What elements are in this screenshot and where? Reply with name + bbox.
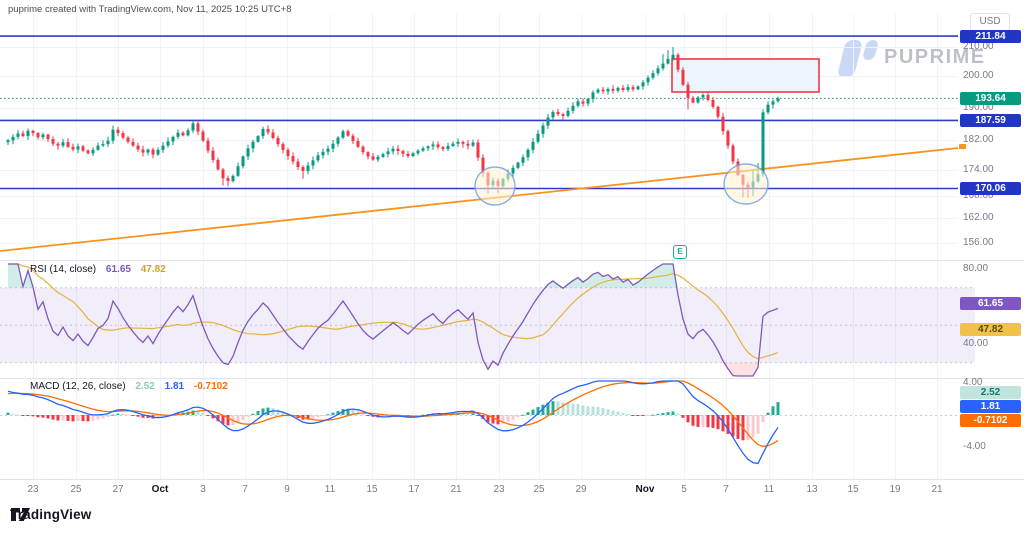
time-tick-25: 25 xyxy=(70,484,82,495)
axis-label-210.00: 210.00 xyxy=(963,41,994,52)
time-tick-15: 15 xyxy=(847,484,859,495)
axis-badge-193.64: 193.64 xyxy=(960,91,1021,105)
puprime-logo-glyph xyxy=(838,40,878,77)
time-tick-15: 15 xyxy=(366,484,378,495)
time-tick-17: 17 xyxy=(408,484,420,495)
axis-label-80.00: 80.00 xyxy=(963,263,989,274)
rsi-legend-label: RSI (14, close) xyxy=(30,264,97,275)
macd-hist-value: 2.52 xyxy=(135,381,155,392)
time-tick-23: 23 xyxy=(27,484,39,495)
axis-badge-1.81: 1.81 xyxy=(960,399,1021,413)
time-tick-5: 5 xyxy=(681,484,687,495)
axis-label-168.00: 168.00 xyxy=(963,190,994,201)
axis-label-4.00: 4.00 xyxy=(963,377,983,388)
chart-attribution: puprime created with TradingView.com, No… xyxy=(8,4,292,15)
axis-label-190.00: 190.00 xyxy=(963,102,994,113)
time-tick-23: 23 xyxy=(493,484,505,495)
axis-label-156.00: 156.00 xyxy=(963,237,994,248)
time-tick-21: 21 xyxy=(931,484,943,495)
time-tick-3: 3 xyxy=(200,484,206,495)
axis-badge-61.65: 61.65 xyxy=(960,296,1021,310)
tradingview-logo[interactable]: TradingView xyxy=(10,507,91,522)
time-tick-19: 19 xyxy=(889,484,901,495)
axis-label-174.00: 174.00 xyxy=(963,164,994,175)
axis-badge-170.06: 170.06 xyxy=(960,181,1021,195)
axis-badge-187.59: 187.59 xyxy=(960,113,1021,127)
macd-legend-label: MACD (12, 26, close) xyxy=(30,381,126,392)
time-tick-29: 29 xyxy=(575,484,587,495)
time-tick-25: 25 xyxy=(533,484,545,495)
axis-badge-2.52: 2.52 xyxy=(960,385,1021,399)
axis-label-40.00: 40.00 xyxy=(963,338,989,349)
axis-badge-211.84: 211.84 xyxy=(960,29,1021,43)
time-tick-27: 27 xyxy=(112,484,124,495)
rsi-value: 61.65 xyxy=(105,264,131,275)
time-tick-21: 21 xyxy=(450,484,462,495)
macd-legend[interactable]: MACD (12, 26, close) 2.52 1.81 -0.7102 xyxy=(30,381,228,392)
time-tick-13: 13 xyxy=(806,484,818,495)
time-tick-9: 9 xyxy=(284,484,290,495)
rsi-legend[interactable]: RSI (14, close) 61.65 47.82 xyxy=(30,264,166,275)
axis-label-162.00: 162.00 xyxy=(963,212,994,223)
earnings-marker-icon[interactable]: E xyxy=(673,245,687,259)
puprime-watermark-text: PUPRIME xyxy=(884,46,986,68)
macd-signal-value: -0.7102 xyxy=(193,381,228,392)
time-tick-7: 7 xyxy=(723,484,729,495)
time-tick-11: 11 xyxy=(763,484,775,495)
trendline-axis-marker xyxy=(959,144,966,149)
tradingview-logo-icon xyxy=(11,508,30,521)
macd-line-value: 1.81 xyxy=(164,381,185,392)
tradingview-logo-text: TradingView xyxy=(10,507,92,522)
axis-label--4.00: -4.00 xyxy=(963,441,986,452)
currency-label[interactable]: USD xyxy=(970,13,1010,31)
axis-label-182.00: 182.00 xyxy=(963,134,994,145)
time-tick-11: 11 xyxy=(324,484,336,495)
time-tick-Nov: Nov xyxy=(635,484,655,495)
axis-badge--0.7102: -0.7102 xyxy=(960,413,1021,427)
rsi-ma-value: 47.82 xyxy=(140,264,166,275)
time-tick-Oct: Oct xyxy=(151,484,169,495)
axis-badge-47.82: 47.82 xyxy=(960,322,1021,336)
axis-label-200.00: 200.00 xyxy=(963,70,994,81)
time-tick-7: 7 xyxy=(242,484,248,495)
